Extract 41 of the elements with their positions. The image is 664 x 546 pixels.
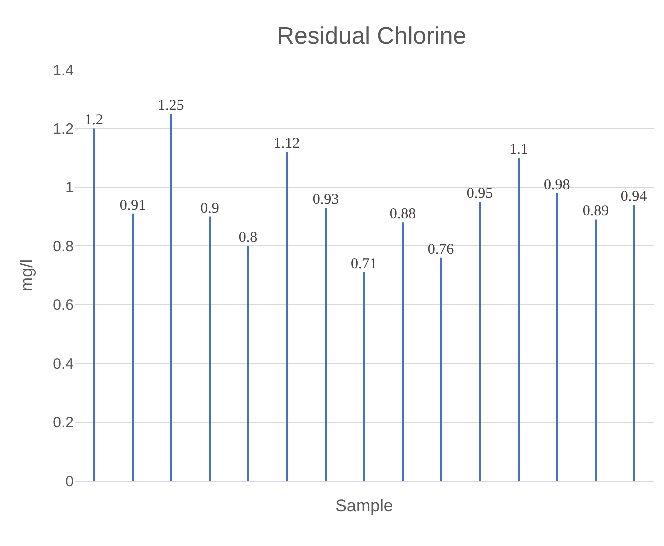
bar (518, 158, 520, 481)
data-label: 1.2 (84, 112, 104, 129)
data-label: 0.76 (428, 242, 455, 258)
data-label: 1.1 (510, 142, 528, 158)
data-label: 0.94 (620, 189, 648, 206)
bar (556, 193, 558, 481)
bar (209, 216, 211, 481)
data-label: 0.93 (312, 192, 340, 208)
bar (440, 258, 442, 481)
bar (402, 222, 404, 481)
y-axis-title: mg/l (18, 259, 37, 292)
x-axis-title: Sample (336, 496, 394, 516)
y-tick-label: 1 (66, 180, 74, 197)
bar (595, 220, 597, 481)
data-label: 1.12 (274, 136, 300, 152)
bar (363, 272, 366, 481)
y-tick-label: 0.4 (53, 356, 74, 373)
y-tick-label: 0.6 (53, 297, 74, 314)
data-label: 0.9 (200, 200, 220, 217)
data-label: 0.89 (582, 204, 610, 220)
bar (132, 214, 134, 481)
y-tick-label: 1.2 (53, 120, 74, 138)
data-label: 0.95 (466, 186, 494, 202)
bar (479, 202, 482, 481)
y-tick-label: 0 (66, 473, 74, 490)
bar (633, 205, 636, 481)
bar (93, 128, 96, 481)
y-tick-label: 0.8 (53, 238, 74, 256)
data-label: 0.8 (238, 230, 258, 246)
bar (286, 152, 288, 481)
bar (170, 114, 172, 481)
y-tick-label: 1.4 (53, 62, 74, 80)
data-label: 0.71 (351, 256, 378, 273)
bar (247, 246, 250, 481)
data-label: 0.88 (390, 206, 416, 223)
data-label: 1.25 (158, 98, 184, 114)
chart-title: Residual Chlorine (277, 23, 467, 50)
data-label: 0.91 (120, 198, 146, 214)
bar (325, 208, 327, 481)
y-tick-label: 0.2 (53, 414, 74, 432)
data-label: 0.98 (544, 177, 570, 194)
